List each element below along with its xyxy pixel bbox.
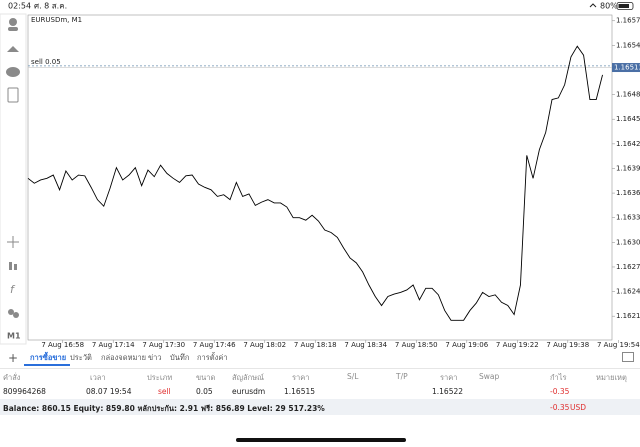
column-header: เวลา <box>90 373 106 382</box>
objects-icon-2 <box>13 312 19 318</box>
y-tick-label: 1.16480 <box>616 91 640 99</box>
tab[interactable]: ประวัติ <box>70 353 92 362</box>
x-tick-label: 7 Aug 18:50 <box>395 341 438 349</box>
tab[interactable]: การซื้อขาย <box>30 353 67 362</box>
price-label: 1.16513 <box>614 64 640 72</box>
x-tick-label: 7 Aug 18:34 <box>344 341 387 349</box>
summary-currency: USD <box>570 403 587 412</box>
column-header: กำไร <box>550 373 567 382</box>
battery-icon <box>616 2 634 10</box>
column-header: คำสั่ง <box>3 373 21 382</box>
x-tick-label: 7 Aug 18:18 <box>294 341 337 349</box>
status-date: ศ. 8 ส.ค. <box>34 2 67 11</box>
table-cell: sell <box>158 387 171 396</box>
column-header: หมายเหตุ <box>596 373 627 382</box>
chat-icon[interactable] <box>6 67 20 77</box>
trade-icon[interactable] <box>7 46 19 52</box>
x-tick-label: 7 Aug 17:30 <box>142 341 185 349</box>
add-button[interactable]: + <box>8 351 19 365</box>
chart-title: EURUSDm, M1 <box>31 16 82 24</box>
timeframe-button[interactable]: M1 <box>7 332 21 341</box>
order-label: sell 0.05 <box>31 58 61 66</box>
x-tick-label: 7 Aug 19:06 <box>445 341 488 349</box>
active-tab-underline <box>24 364 70 366</box>
price-box <box>612 63 640 73</box>
status-battery: 80% <box>600 2 618 11</box>
table-cell: eurusdm <box>232 387 266 396</box>
x-tick-label: 7 Aug 17:46 <box>193 341 236 349</box>
objects-icon[interactable] <box>8 309 14 315</box>
candle-icon-2 <box>14 264 17 270</box>
table-cell: 1.16515 <box>284 387 316 396</box>
doc-icon[interactable] <box>7 87 19 103</box>
column-header: T/P <box>396 372 408 381</box>
x-tick-label: 7 Aug 19:54 <box>597 341 640 349</box>
status-time: 02:54 <box>8 2 31 11</box>
summary-text: Balance: 860.15 Equity: 859.80 หลักประกั… <box>3 404 325 413</box>
indicator-icon[interactable]: f <box>10 283 16 296</box>
column-header: สัญลักษณ์ <box>232 373 265 382</box>
table-cell: 0.05 <box>196 387 213 396</box>
plot-frame <box>27 14 613 341</box>
summary-profit: -0.35 <box>550 403 570 412</box>
y-tick-label: 1.16210 <box>616 312 640 320</box>
column-header: ประเภท <box>147 373 173 382</box>
x-tick-label: 7 Aug 19:38 <box>546 341 589 349</box>
y-tick-label: 1.16300 <box>616 238 640 246</box>
tab[interactable]: ข่าว <box>148 353 162 362</box>
y-tick-label: 1.16240 <box>616 288 640 296</box>
x-tick-label: 7 Aug 19:22 <box>496 341 539 349</box>
x-tick-label: 7 Aug 16:58 <box>41 341 84 349</box>
table-cell: 08.07 19:54 <box>86 387 132 396</box>
y-tick-label: 1.16330 <box>616 214 640 222</box>
wifi-icon <box>589 3 597 8</box>
column-header: Swap <box>479 372 500 381</box>
y-tick-label: 1.16450 <box>616 115 640 123</box>
tab[interactable]: กล่องจดหมาย <box>101 353 147 362</box>
candle-icon[interactable] <box>9 262 12 270</box>
table-cell: 1.16522 <box>432 387 464 396</box>
table-cell: 809964268 <box>3 387 46 396</box>
toolbar-icons: f <box>6 18 20 318</box>
divider <box>0 368 640 369</box>
x-tick-label: 7 Aug 18:02 <box>243 341 286 349</box>
y-tick-label: 1.16390 <box>616 164 640 172</box>
y-tick-label: 1.16420 <box>616 140 640 148</box>
account-icon[interactable] <box>9 18 17 26</box>
y-tick-label: 1.16270 <box>616 263 640 271</box>
x-tick-label: 7 Aug 17:14 <box>92 341 135 349</box>
layout-icon[interactable] <box>622 352 634 362</box>
table-cell: -0.35 <box>550 387 570 396</box>
tab[interactable]: บันทึก <box>170 353 190 362</box>
price-line-series <box>27 45 603 321</box>
home-indicator <box>236 438 406 442</box>
column-header: S/L <box>347 372 359 381</box>
y-tick-label: 1.16570 <box>616 17 640 25</box>
y-tick-label: 1.16540 <box>616 41 640 49</box>
column-header: ราคา <box>292 373 310 382</box>
tab[interactable]: การตั้งค่า <box>197 353 228 362</box>
column-header: ขนาด <box>196 373 216 382</box>
crosshair-icon[interactable] <box>7 236 19 248</box>
battery-level <box>618 4 629 8</box>
column-header: ราคา <box>440 373 458 382</box>
summary-bar <box>0 399 640 415</box>
y-tick-label: 1.16360 <box>616 189 640 197</box>
chart: 02:54 ศ. 8 ส.ค. 80% f M1 EURUSDm, M1 1.1… <box>0 2 640 349</box>
account-icon-base <box>8 27 18 31</box>
